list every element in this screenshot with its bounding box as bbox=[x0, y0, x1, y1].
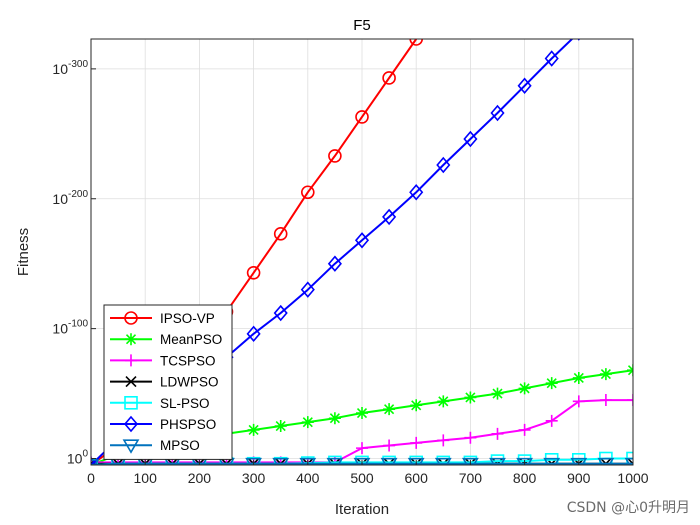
legend-label: IPSO-VP bbox=[160, 311, 215, 326]
x-tick-label: 900 bbox=[567, 470, 591, 486]
marker-circle bbox=[273, 227, 288, 241]
x-tick-label: 800 bbox=[513, 470, 537, 486]
marker-diamond bbox=[517, 77, 532, 94]
marker-x bbox=[125, 376, 137, 388]
legend-entry-mpso: MPSO bbox=[110, 438, 200, 454]
marker-square bbox=[328, 455, 342, 465]
marker-asterisk bbox=[383, 403, 396, 416]
marker-asterisk bbox=[572, 371, 585, 384]
marker-diamond bbox=[382, 208, 397, 226]
y-tick-label: 10-100 bbox=[52, 319, 88, 337]
legend-label: LDWPSO bbox=[160, 375, 219, 390]
marker-asterisk bbox=[491, 387, 504, 400]
marker-diamond bbox=[577, 39, 581, 41]
x-tick-label: 300 bbox=[242, 470, 266, 486]
x-tick-label: 500 bbox=[350, 470, 374, 486]
marker-diamond bbox=[544, 50, 559, 67]
chart-title: F5 bbox=[353, 17, 371, 34]
marker-asterisk bbox=[125, 333, 137, 346]
legend-entry-meanpso: MeanPSO bbox=[110, 332, 222, 347]
legend-label: PHSPSO bbox=[160, 417, 216, 432]
marker-diamond bbox=[463, 130, 478, 148]
marker-asterisk bbox=[599, 368, 612, 381]
x-tick-label: 400 bbox=[296, 470, 320, 486]
marker-diamond bbox=[273, 304, 288, 322]
marker-plus bbox=[125, 354, 137, 367]
marker-plus bbox=[627, 394, 633, 407]
marker-circle bbox=[246, 265, 261, 280]
marker-square bbox=[382, 455, 396, 465]
marker-circle bbox=[328, 149, 342, 163]
marker-circle bbox=[300, 185, 315, 200]
marker-plus bbox=[356, 442, 368, 455]
marker-asterisk bbox=[437, 395, 450, 408]
marker-plus bbox=[383, 439, 396, 452]
marker-asterisk bbox=[274, 420, 287, 433]
marker-plus bbox=[491, 427, 504, 440]
legend-label: MPSO bbox=[160, 438, 200, 453]
marker-diamond bbox=[436, 156, 451, 174]
legend-entry-phspso: PHSPSO bbox=[110, 415, 216, 433]
marker-plus bbox=[599, 394, 612, 407]
marker-asterisk bbox=[328, 412, 341, 425]
y-tick-label: 10-300 bbox=[52, 59, 88, 77]
marker-square bbox=[436, 455, 451, 465]
marker-plus bbox=[518, 423, 531, 436]
y-tick-label: 10-200 bbox=[52, 189, 88, 207]
legend-entry-tcspso: TCSPSO bbox=[110, 353, 216, 368]
x-axis-label: Iteration bbox=[335, 501, 389, 518]
marker-diamond bbox=[354, 232, 370, 249]
marker-circle bbox=[382, 71, 396, 85]
marker-circle bbox=[124, 311, 138, 325]
marker-asterisk bbox=[247, 423, 260, 436]
marker-x bbox=[627, 458, 633, 465]
marker-circle bbox=[355, 110, 369, 124]
marker-triangle-down bbox=[122, 439, 140, 454]
marker-asterisk bbox=[545, 377, 558, 390]
legend-label: MeanPSO bbox=[160, 332, 222, 347]
legend-entry-ipso-vp: IPSO-VP bbox=[110, 311, 215, 326]
marker-circle bbox=[409, 39, 423, 46]
marker-diamond bbox=[327, 255, 342, 272]
marker-asterisk bbox=[410, 399, 423, 412]
marker-asterisk bbox=[518, 382, 531, 395]
legend: IPSO-VP MeanPSO TCSPSO LDWPSO SL-PSO PHSPSO MP… bbox=[103, 304, 233, 460]
marker-diamond bbox=[490, 104, 505, 122]
marker-square bbox=[355, 455, 369, 465]
marker-plus bbox=[437, 434, 450, 447]
marker-diamond bbox=[123, 415, 139, 433]
marker-plus bbox=[545, 414, 558, 427]
legend-entry-sl-pso: SL-PSO bbox=[110, 396, 210, 411]
marker-plus bbox=[410, 436, 423, 449]
marker-plus bbox=[464, 431, 477, 444]
x-tick-label: 700 bbox=[459, 470, 483, 486]
x-tick-label: 0 bbox=[87, 470, 95, 486]
marker-square bbox=[463, 455, 478, 465]
marker-diamond bbox=[91, 456, 99, 465]
marker-asterisk bbox=[464, 391, 477, 404]
marker-square bbox=[124, 395, 138, 410]
x-tick-label: 100 bbox=[134, 470, 158, 486]
marker-square bbox=[409, 455, 424, 465]
y-tick-label: 100 bbox=[67, 449, 89, 467]
marker-asterisk bbox=[356, 407, 368, 420]
marker-diamond bbox=[409, 184, 424, 201]
legend-entry-ldwpso: LDWPSO bbox=[110, 375, 219, 390]
marker-diamond bbox=[300, 281, 315, 298]
watermark: CSDN @心0升明月 bbox=[566, 500, 690, 516]
marker-asterisk bbox=[301, 416, 314, 429]
legend-label: TCSPSO bbox=[160, 353, 216, 368]
marker-diamond bbox=[246, 325, 261, 343]
y-axis-label: Fitness bbox=[15, 228, 32, 276]
x-tick-label: 200 bbox=[188, 470, 212, 486]
x-tick-label: 1000 bbox=[617, 470, 648, 486]
ticks: 0 100 200 300 400 500 600 700 800 900 1000 100 10-10… bbox=[52, 59, 648, 486]
marker-plus bbox=[572, 395, 585, 408]
x-tick-label: 600 bbox=[405, 470, 429, 486]
legend-label: SL-PSO bbox=[160, 396, 210, 411]
marker-diamond bbox=[600, 0, 612, 14]
